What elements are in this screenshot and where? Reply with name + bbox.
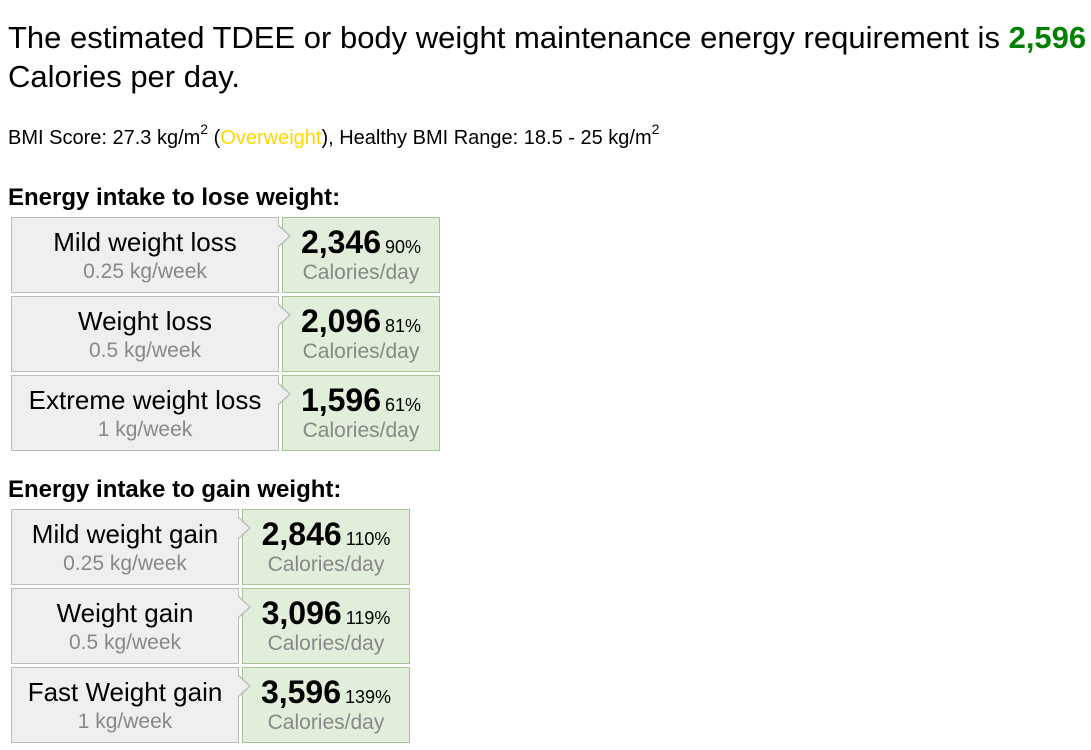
table-row: Fast Weight gain 1 kg/week 3,596 139% Cal… bbox=[11, 667, 410, 743]
calories-cell: 1,596 61% Calories/day bbox=[282, 375, 440, 451]
bmi-range-unit-exponent: 2 bbox=[651, 121, 660, 138]
calories-percent: 90% bbox=[385, 237, 422, 257]
pointer-arrow-icon bbox=[237, 516, 251, 540]
calories-cell: 2,096 81% Calories/day bbox=[282, 296, 440, 372]
headline-prefix: The estimated TDEE or body weight mainte… bbox=[8, 20, 1000, 55]
plan-rate: 1 kg/week bbox=[97, 418, 193, 441]
plan-name: Mild weight gain bbox=[31, 519, 219, 549]
calories-value: 3,096 bbox=[261, 595, 342, 631]
calories-cell: 3,596 139% Calories/day bbox=[242, 667, 410, 743]
table-row: Weight loss 0.5 kg/week 2,096 81% Calorie… bbox=[11, 296, 440, 372]
bmi-summary: BMI Score: 27.3 kg/m2 (Overweight), Heal… bbox=[8, 121, 660, 152]
plan-name: Fast Weight gain bbox=[27, 677, 223, 707]
calories-unit: Calories/day bbox=[267, 711, 385, 734]
calories-unit: Calories/day bbox=[267, 632, 385, 655]
lose-weight-table: Mild weight loss 0.25 kg/week 2,346 90% C… bbox=[8, 214, 443, 454]
calories-percent: 110% bbox=[345, 529, 391, 549]
plan-cell: Mild weight loss 0.25 kg/week bbox=[11, 217, 291, 293]
plan-name: Extreme weight loss bbox=[28, 385, 262, 415]
calories-value: 2,096 bbox=[300, 303, 382, 339]
table-row: Weight gain 0.5 kg/week 3,096 119% Calori… bbox=[11, 588, 410, 664]
calories-unit: Calories/day bbox=[302, 261, 420, 284]
pointer-arrow-icon bbox=[277, 303, 291, 327]
calories-value: 2,846 bbox=[261, 516, 342, 552]
table-row: Mild weight gain 0.25 kg/week 2,846 110% … bbox=[11, 509, 410, 585]
calories-value: 3,596 bbox=[260, 674, 342, 710]
calories-percent: 61% bbox=[385, 395, 422, 415]
pointer-arrow-icon bbox=[237, 595, 251, 619]
calories-percent: 119% bbox=[345, 608, 391, 628]
plan-rate: 0.25 kg/week bbox=[63, 552, 187, 575]
tdee-value: 2,596 bbox=[1008, 20, 1087, 55]
plan-rate: 0.25 kg/week bbox=[83, 260, 207, 283]
plan-rate: 0.5 kg/week bbox=[88, 339, 202, 362]
pointer-arrow-icon bbox=[237, 674, 251, 698]
bmi-healthy-range-label: ), Healthy BMI Range: 18.5 - 25 kg/m bbox=[321, 127, 652, 149]
calories-unit: Calories/day bbox=[302, 340, 420, 363]
bmi-open-paren: ( bbox=[208, 127, 221, 149]
bmi-category: Overweight bbox=[220, 127, 322, 149]
tdee-headline: The estimated TDEE or body weight mainte… bbox=[8, 18, 1088, 96]
gain-weight-section-title: Energy intake to gain weight: bbox=[8, 476, 342, 503]
plan-rate: 0.5 kg/week bbox=[68, 631, 182, 654]
pointer-arrow-icon bbox=[277, 224, 291, 248]
calories-cell: 3,096 119% Calories/day bbox=[242, 588, 410, 664]
plan-cell: Mild weight gain 0.25 kg/week bbox=[11, 509, 251, 585]
calories-value: 1,596 bbox=[300, 382, 382, 418]
headline-suffix: Calories per day. bbox=[8, 59, 241, 94]
calories-cell: 2,346 90% Calories/day bbox=[282, 217, 440, 293]
bmi-score-unit-exponent: 2 bbox=[200, 121, 209, 138]
calories-percent: 81% bbox=[385, 316, 422, 336]
table-row: Mild weight loss 0.25 kg/week 2,346 90% C… bbox=[11, 217, 440, 293]
calories-unit: Calories/day bbox=[267, 553, 385, 576]
plan-cell: Extreme weight loss 1 kg/week bbox=[11, 375, 291, 451]
plan-rate: 1 kg/week bbox=[77, 710, 173, 733]
calories-value: 2,346 bbox=[300, 224, 382, 260]
plan-cell: Fast Weight gain 1 kg/week bbox=[11, 667, 251, 743]
gain-weight-table: Mild weight gain 0.25 kg/week 2,846 110% … bbox=[8, 506, 413, 746]
lose-weight-section-title: Energy intake to lose weight: bbox=[8, 184, 341, 211]
plan-cell: Weight loss 0.5 kg/week bbox=[11, 296, 291, 372]
pointer-arrow-icon bbox=[277, 382, 291, 406]
plan-name: Mild weight loss bbox=[53, 227, 237, 257]
calories-cell: 2,846 110% Calories/day bbox=[242, 509, 410, 585]
calories-percent: 139% bbox=[345, 687, 392, 707]
plan-name: Weight gain bbox=[56, 598, 194, 628]
plan-name: Weight loss bbox=[78, 306, 212, 336]
calories-unit: Calories/day bbox=[302, 419, 420, 442]
plan-cell: Weight gain 0.5 kg/week bbox=[11, 588, 251, 664]
table-row: Extreme weight loss 1 kg/week 1,596 61% C… bbox=[11, 375, 440, 451]
bmi-score-label: BMI Score: 27.3 kg/m bbox=[8, 127, 201, 149]
